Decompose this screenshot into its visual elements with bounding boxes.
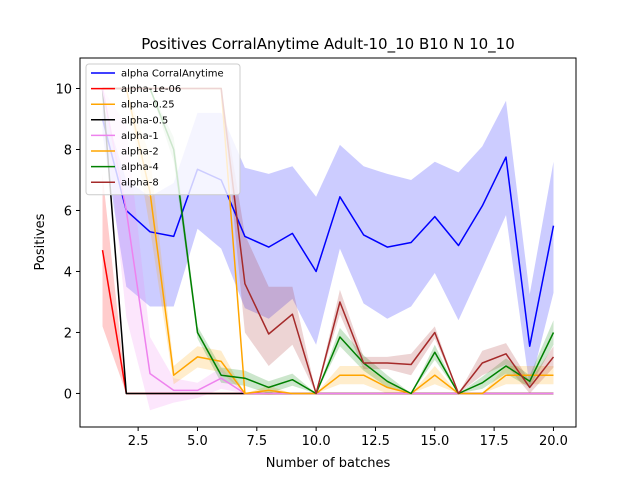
legend-label-alpha-8: alpha-8 <box>121 178 159 189</box>
y-tick-label: 6 <box>64 204 72 219</box>
legend-label-alpha-0-25: alpha-0.25 <box>121 100 175 111</box>
legend-label-alpha-0-5: alpha-0.5 <box>121 115 168 126</box>
band-alpha-4-6 <box>102 88 554 394</box>
series-line-alpha-2-5 <box>102 87 554 395</box>
legend-label-alpha-corralanytime: alpha CorralAnytime <box>121 69 224 80</box>
x-tick-label: 12.5 <box>361 434 390 449</box>
x-tick-label: 10.0 <box>302 434 331 449</box>
x-axis-title: Number of batches <box>266 456 391 471</box>
y-axis-ticks: 0 2 4 6 8 10 <box>55 82 80 402</box>
y-axis-title: Positives <box>33 213 48 270</box>
series-line-alpha-corralanytime-0 <box>101 118 555 347</box>
y-tick-label: 10 <box>55 82 72 97</box>
legend: alpha CorralAnytime alpha-1e-06 alpha-0.25… <box>85 63 241 196</box>
legend-box <box>85 63 241 196</box>
y-tick-label: 0 <box>64 387 72 402</box>
legend-label-alpha-1e-06: alpha-1e-06 <box>121 84 181 95</box>
legend-label-alpha-4: alpha-4 <box>121 162 159 173</box>
band-alpha-8-7 <box>102 88 554 394</box>
y-tick-label: 4 <box>64 265 72 280</box>
band-alpha-1-4 <box>102 88 554 411</box>
x-tick-label: 7.5 <box>246 434 267 449</box>
x-axis-ticks: 2.5 5.0 7.5 10.0 12.5 15.0 17.5 20.0 <box>128 427 568 449</box>
x-tick-label: 5.0 <box>187 434 208 449</box>
chart-title: Positives CorralAnytime Adult-10_10 B10 … <box>141 35 515 54</box>
x-tick-label: 2.5 <box>128 434 149 449</box>
x-tick-label: 15.0 <box>420 434 449 449</box>
legend-label-alpha-1: alpha-1 <box>121 131 159 142</box>
x-tick-label: 20.0 <box>539 434 568 449</box>
legend-label-alpha-2: alpha-2 <box>121 147 159 158</box>
y-tick-label: 2 <box>64 326 72 341</box>
plot-frame <box>79 57 577 428</box>
x-tick-label: 17.5 <box>480 434 509 449</box>
y-tick-label: 8 <box>64 143 72 158</box>
